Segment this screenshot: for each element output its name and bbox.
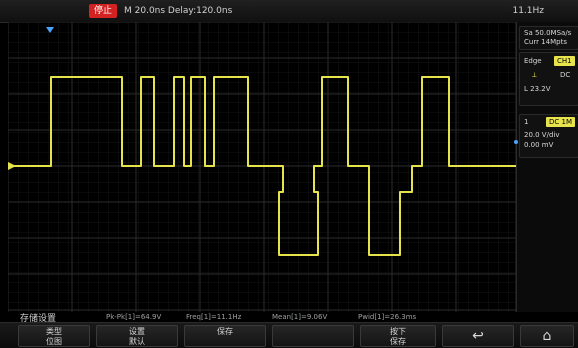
softkey-press-save-value: 保存 xyxy=(390,337,406,346)
softkey-save[interactable]: 保存 xyxy=(184,325,266,347)
vertical-scale: 20.0 V/div xyxy=(524,131,560,139)
softkey-type-label: 类型 xyxy=(46,327,62,336)
softkey-press-save[interactable]: 按下 保存 xyxy=(360,325,436,347)
right-info-panel: Sa 50.0MSa/s Curr 14Mpts Edge CH1 ⟂ DC L… xyxy=(514,22,578,312)
channel-number: 1 xyxy=(524,118,529,126)
softkey-type-value: 位图 xyxy=(46,337,62,346)
softkey-setting[interactable]: 设置 默认 xyxy=(96,325,178,347)
softkey-home[interactable]: ⌂ xyxy=(520,325,574,347)
trigger-source: CH1 xyxy=(554,56,575,66)
timebase-readout: M 20.0ns Delay:120.0ns xyxy=(124,6,233,16)
softkey-empty[interactable] xyxy=(272,325,354,347)
channel1-waveform xyxy=(8,76,516,256)
softkey-back[interactable]: ↩ xyxy=(442,325,514,347)
trigger-coupling: DC xyxy=(560,71,571,79)
trigger-type: Edge xyxy=(524,57,542,65)
vertical-offset: 0.00 mV xyxy=(524,141,554,149)
trigger-position-marker[interactable] xyxy=(46,27,54,33)
waveform-svg xyxy=(8,22,516,312)
frequency-readout: 11.1Hz xyxy=(512,6,544,16)
softkey-press-save-label: 按下 xyxy=(390,327,406,336)
sample-rate-block: Sa 50.0MSa/s Curr 14Mpts xyxy=(519,26,578,50)
trigger-level: L 23.2V xyxy=(524,85,551,93)
measurement-pkpk: Pk-Pk[1]=64.9V xyxy=(106,313,162,321)
softkey-setting-label: 设置 xyxy=(129,327,145,336)
home-icon: ⌂ xyxy=(542,328,552,344)
channel-marker-dot xyxy=(514,140,518,144)
back-icon: ↩ xyxy=(472,328,484,344)
trigger-block[interactable]: Edge CH1 ⟂ DC L 23.2V xyxy=(519,52,578,106)
measurements-row: Pk-Pk[1]=64.9V Freq[1]=11.1Hz Mean[1]=9.… xyxy=(8,312,516,322)
run-stop-badge[interactable]: 停止 xyxy=(89,4,117,18)
measurement-mean: Mean[1]=9.06V xyxy=(272,313,328,321)
channel-coupling-badge: DC 1M xyxy=(546,117,575,127)
softkey-bar: 存储设置 类型 位图 设置 默认 保存 按下 保存 ↩ ⌂ xyxy=(0,314,578,348)
softkey-save-label: 保存 xyxy=(217,327,233,336)
softkey-type[interactable]: 类型 位图 xyxy=(18,325,90,347)
softkey-menu-title: 存储设置 xyxy=(20,314,57,324)
status-bar: 停止 M 20.0ns Delay:120.0ns 11.1Hz xyxy=(0,0,578,23)
measurement-pwidth: Pwid[1]=26.3ms xyxy=(358,313,417,321)
channel1-block[interactable]: 1 DC 1M 20.0 V/div 0.00 mV xyxy=(519,114,578,158)
memory-depth: Curr 14Mpts xyxy=(524,38,567,46)
waveform-display[interactable] xyxy=(8,22,517,312)
softkey-setting-value: 默认 xyxy=(129,337,145,346)
sample-rate: Sa 50.0MSa/s xyxy=(524,29,572,37)
trigger-slope-icon: ⟂ xyxy=(532,71,537,79)
measurement-frequency: Freq[1]=11.1Hz xyxy=(186,313,242,321)
